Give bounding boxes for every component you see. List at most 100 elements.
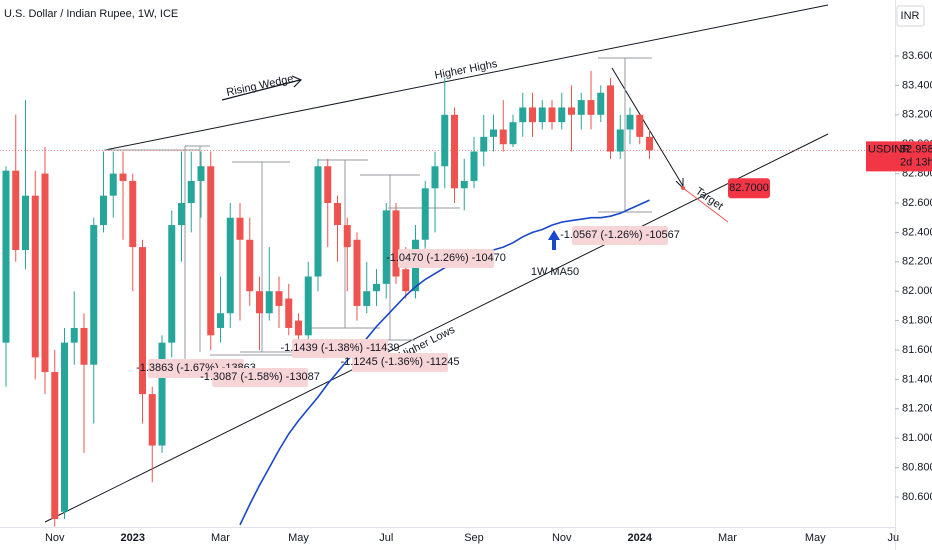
candle-body: [2, 170, 10, 343]
x-tick-label: 2023: [121, 532, 145, 544]
target-line: [682, 187, 729, 223]
x-tick-label: May: [805, 532, 826, 544]
y-tick-label: 82.4000: [902, 226, 932, 238]
y-tick-label: 81.0000: [902, 432, 932, 444]
candle-body: [587, 100, 595, 115]
price-box: [866, 141, 932, 172]
candle-body: [626, 114, 634, 130]
candle-body: [275, 291, 283, 306]
candle-body: [568, 107, 575, 115]
candle-body: [22, 195, 29, 251]
x-tick-label: Mar: [718, 532, 737, 544]
candle-body: [207, 166, 215, 336]
y-tick-label: 83.2000: [902, 109, 932, 121]
candle-body: [382, 210, 390, 284]
candle-body: [70, 327, 78, 343]
target-box: [728, 178, 770, 199]
candle-body: [226, 217, 234, 314]
candle-body: [597, 92, 605, 115]
y-tick-label: 81.6000: [902, 344, 932, 356]
candle-body: [616, 129, 624, 152]
symbol-label: USDINR: [868, 143, 910, 155]
measure-box: [352, 353, 448, 372]
candle-body: [421, 188, 429, 240]
x-tick-label: May: [288, 532, 309, 544]
candle-body: [343, 225, 351, 248]
candle-body: [139, 247, 146, 395]
x-tick-label: Sep: [464, 532, 484, 544]
candle-body: [197, 166, 205, 181]
currency-label: INR: [901, 10, 920, 22]
y-tick-label: 82.0000: [902, 285, 932, 297]
candle-body: [402, 269, 410, 292]
candle-body: [373, 283, 380, 292]
candle-body: [324, 166, 332, 204]
y-tick-label: 80.8000: [902, 462, 932, 474]
last-price-label: 82.9580: [900, 143, 932, 155]
wedge-arrow: [221, 79, 301, 101]
candle-body: [158, 342, 166, 446]
candle-body: [256, 291, 263, 314]
ma-arrow: [548, 230, 560, 250]
currency-box[interactable]: [896, 5, 925, 27]
wedge-arrow-head: [291, 75, 303, 88]
x-tick-label: Mar: [211, 532, 230, 544]
x-tick-label: Ju: [887, 532, 899, 544]
candle-body: [61, 342, 68, 512]
candle-body: [217, 313, 224, 328]
candle-body: [178, 203, 185, 226]
candle-body: [334, 203, 341, 226]
measure-label: -1.1439 (-1.38%) -11439: [280, 342, 399, 354]
measure-label: -1.3087 (-1.58%) -13087: [200, 371, 320, 383]
measure-label: -1.0567 (-1.26%) -10567: [560, 229, 680, 241]
candle-body: [490, 129, 497, 137]
y-tick-label: 82.6000: [902, 197, 932, 209]
candle-body: [451, 114, 458, 189]
measure-label: -1.0470 (-1.26%) -10470: [386, 252, 506, 264]
chart-title: U.S. Dollar / Indian Rupee, 1W, ICE: [4, 8, 178, 20]
candle-body: [519, 107, 527, 123]
candle-body: [100, 195, 107, 226]
candle-body: [529, 107, 536, 123]
candle-body: [607, 85, 614, 152]
candle-body: [304, 276, 312, 336]
candle-body: [265, 291, 273, 314]
y-tick-label: 83.4000: [902, 79, 932, 91]
candle-body: [363, 291, 371, 306]
candle-body: [646, 136, 653, 151]
measure-box: [212, 368, 308, 387]
candle-body: [480, 136, 488, 152]
measure-label: -1.1245 (-1.36%) -11245: [340, 356, 459, 368]
candle-body: [41, 173, 49, 373]
candle-body: [431, 166, 439, 189]
candle-body: [129, 180, 137, 248]
candle-body: [90, 225, 98, 365]
candle-body: [285, 298, 293, 328]
countdown-label: 2d 13h: [900, 156, 932, 168]
candle-body: [460, 180, 468, 189]
y-tick-label: 81.8000: [902, 315, 932, 327]
wedge-upper: [104, 4, 829, 151]
candle-body: [314, 166, 322, 277]
candle-body: [295, 320, 302, 336]
x-tick-label: Jul: [379, 532, 393, 544]
candle-body: [31, 195, 39, 358]
candle-body: [148, 394, 156, 446]
candle-body: [509, 122, 517, 145]
y-tick-label: 81.4000: [902, 373, 932, 385]
candle-body: [548, 107, 556, 123]
target-dot: [681, 186, 685, 190]
candle-body: [353, 239, 361, 306]
ma-label: 1W MA50: [531, 266, 579, 278]
target-label: 82.7000: [729, 182, 769, 194]
candle-body: [187, 180, 195, 204]
candle-body: [636, 114, 644, 137]
x-tick-label: 2024: [628, 532, 653, 544]
candle-body: [558, 107, 566, 123]
candle-body: [109, 173, 117, 196]
candle-body: [246, 239, 254, 292]
candle-body: [12, 170, 20, 251]
measure-box: [398, 249, 494, 268]
